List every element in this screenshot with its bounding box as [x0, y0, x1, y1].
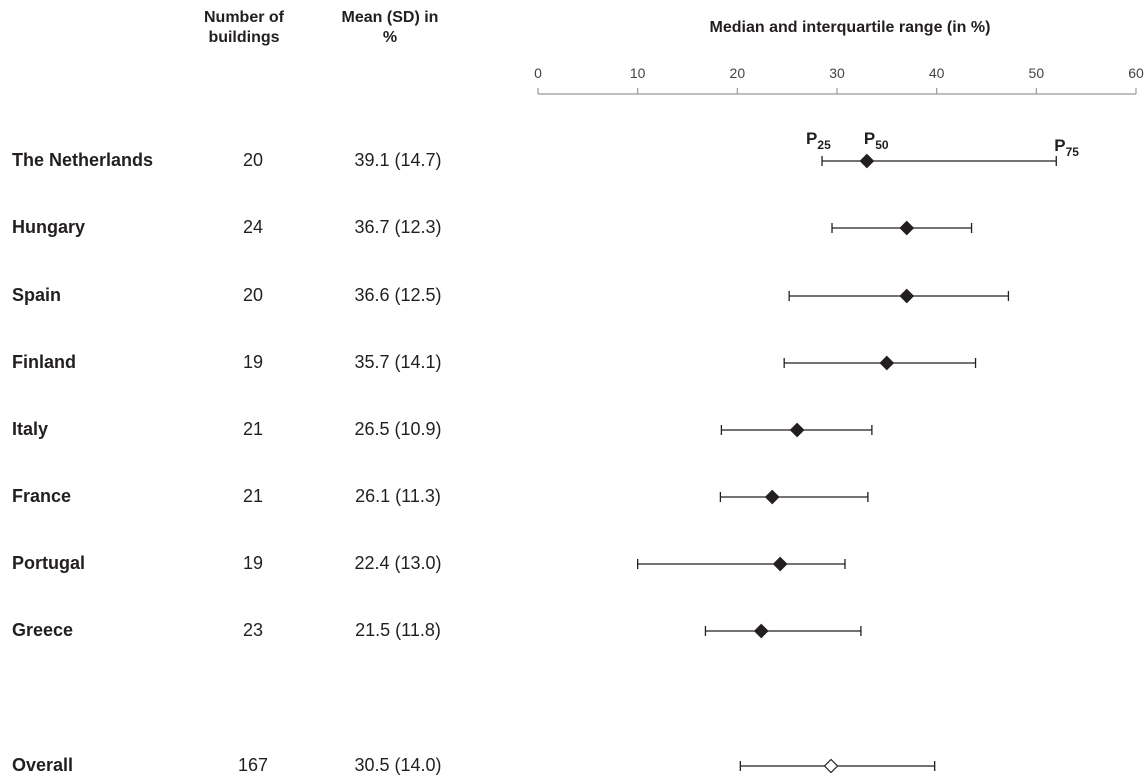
x-tick-label: 30 [829, 65, 845, 81]
row-mark [831, 220, 973, 236]
row-mark [719, 489, 869, 505]
p50-label: P50 [864, 129, 889, 152]
mean-sd-value: 22.4 (13.0) [354, 553, 442, 573]
row-mark [704, 623, 862, 639]
x-tick-label: 20 [730, 65, 746, 81]
header-buildings: Number of buildings [204, 9, 284, 46]
row-mark [637, 556, 846, 572]
mean-sd-value: 30.5 (14.0) [354, 755, 442, 775]
country-label: Overall [12, 755, 74, 775]
median-marker [772, 556, 788, 572]
median-marker [899, 220, 915, 236]
buildings-count: 20 [242, 285, 264, 305]
row-mark [720, 422, 873, 438]
header-mean: Mean (SD) in % [341, 9, 439, 46]
buildings-count: 20 [242, 150, 264, 170]
buildings-count: 23 [242, 620, 264, 640]
country-label: Greece [12, 620, 74, 640]
buildings-count: 167 [237, 755, 269, 775]
plot-marks [637, 153, 1057, 773]
median-marker [879, 355, 895, 371]
mean-sd-value: 26.5 (10.9) [354, 419, 442, 439]
buildings-count: 19 [242, 553, 264, 573]
percentile-labels: P25 P50 P75 [806, 129, 1079, 159]
country-label: The Netherlands [12, 150, 154, 170]
median-marker [789, 422, 805, 438]
row-mark [739, 758, 936, 773]
mean-sd-value: 36.6 (12.5) [354, 285, 442, 305]
buildings-count: 21 [242, 419, 264, 439]
x-tick-label: 60 [1128, 65, 1144, 81]
p75-label: P75 [1054, 136, 1079, 159]
mean-sd-value: 35.7 (14.1) [354, 352, 442, 372]
country-label: Spain [12, 285, 62, 305]
median-marker [859, 153, 875, 169]
buildings-count: 21 [242, 486, 264, 506]
x-tick-label: 50 [1029, 65, 1045, 81]
buildings-count: 24 [242, 217, 264, 237]
country-label: Hungary [12, 217, 86, 237]
header-median-iqr: Median and interquartile range (in %) [709, 19, 991, 36]
mean-sd-value: 26.1 (11.3) [355, 486, 441, 506]
mean-sd-value: 39.1 (14.7) [354, 150, 442, 170]
country-label: Portugal [12, 553, 86, 573]
median-marker [753, 623, 769, 639]
x-tick-label: 10 [630, 65, 646, 81]
x-tick-label: 0 [534, 65, 542, 81]
mean-sd-value: 36.7 (12.3) [354, 217, 442, 237]
country-label: Italy [12, 419, 49, 439]
country-label: Finland [12, 352, 76, 372]
row-mark [783, 355, 977, 371]
x-tick-label: 40 [929, 65, 945, 81]
row-mark [788, 288, 1010, 304]
buildings-count: 19 [242, 352, 264, 372]
median-marker [899, 288, 915, 304]
median-marker [764, 489, 780, 505]
p25-label: P25 [806, 129, 831, 152]
mean-sd-value: 21.5 (11.8) [355, 620, 441, 640]
x-axis: 0 10 20 30 40 50 60 [534, 65, 1144, 95]
row-mark [821, 153, 1057, 169]
median-marker [823, 758, 839, 773]
country-label: France [12, 486, 72, 506]
